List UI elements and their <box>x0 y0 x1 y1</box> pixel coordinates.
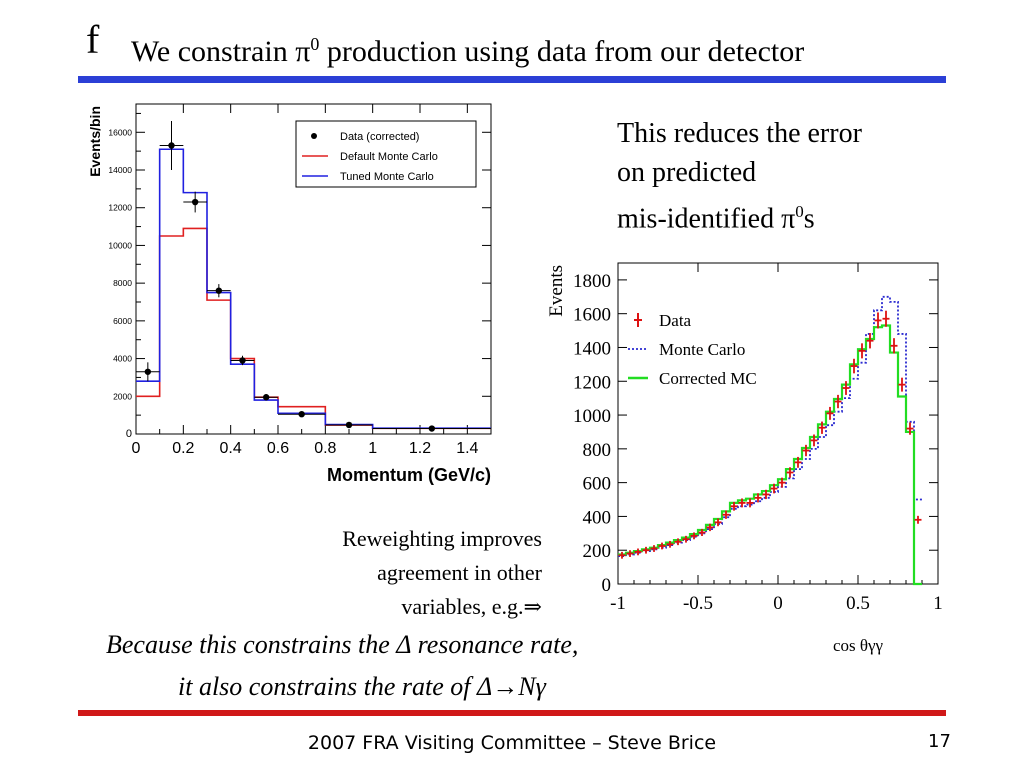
legend-label: Data (corrected) <box>340 131 419 143</box>
y-tick-label: 8000 <box>113 278 132 288</box>
y-tick-label: 4000 <box>113 354 132 364</box>
data-point <box>262 394 270 401</box>
data-point <box>345 421 353 429</box>
conclusion-line-2: it also constrains the rate of Δ→Nγ <box>178 672 546 701</box>
x-tick-label: 1.4 <box>456 440 478 457</box>
cos-theta-histogram: -1 -0.5 0 0.5 1 0 200 400 600 800 1000 1200 1400 1600… <box>546 262 943 655</box>
data-point <box>428 425 436 432</box>
mc-step-line <box>136 148 491 429</box>
y-tick-label: 1000 <box>573 406 611 427</box>
y-tick-label: 0 <box>602 575 612 596</box>
legend-label: Default Monte Carlo <box>340 151 438 163</box>
momentum-histogram: 0 0.2 0.4 0.6 0.8 1 1.2 1.4 2000 4000 6000 8000 1000… <box>87 103 492 485</box>
legend-label: Tuned Monte Carlo <box>340 171 434 183</box>
y-tick-label: 1800 <box>573 271 611 292</box>
y-tick-label: 6000 <box>113 316 132 326</box>
reweighting-note: Reweighting improves agreement in other … <box>342 526 542 619</box>
top-rule <box>78 76 946 83</box>
x-tick-label: -0.5 <box>683 593 713 614</box>
x-axis-label: Momentum (GeV/c) <box>327 465 491 485</box>
page-number: 17 <box>928 731 951 752</box>
x-tick-label: 0.2 <box>172 440 194 457</box>
y-tick-label: 800 <box>583 440 612 461</box>
x-tick-label: -1 <box>610 593 626 614</box>
monte-carlo-line <box>618 295 922 558</box>
error-note: This reduces the error on predicted mis-… <box>617 118 862 235</box>
y-tick-label: 14000 <box>108 165 132 175</box>
x-tick-label: 0 <box>773 593 783 614</box>
legend-label: Monte Carlo <box>659 340 745 359</box>
x-tick-label: 1 <box>368 440 377 457</box>
data-point <box>298 411 305 418</box>
x-tick-label: 1.2 <box>409 440 431 457</box>
y-tick-label: 0 <box>126 428 132 440</box>
data-point <box>215 287 223 294</box>
x-tick-label: 0.8 <box>314 440 336 457</box>
x-tick-label: 0 <box>132 440 141 457</box>
x-tick-label: 0.6 <box>267 440 289 457</box>
y-axis-label: Events <box>546 265 567 317</box>
legend-label: Corrected MC <box>659 369 757 388</box>
x-tick-label: 0.5 <box>846 593 870 614</box>
data-point <box>239 357 246 364</box>
y-tick-label: 16000 <box>108 127 132 137</box>
y-tick-label: 1200 <box>573 372 611 393</box>
y-tick-label: 12000 <box>108 203 132 213</box>
slide-title: We constrain π0 production using data fr… <box>131 34 805 68</box>
y-axis-label: Events/bin <box>87 106 103 177</box>
y-tick-label: 400 <box>583 507 612 528</box>
legend-label: Data <box>659 311 692 330</box>
conclusion-line-1: Because this constrains the Δ resonance … <box>106 630 579 659</box>
footer: 2007 FRA Visiting Committee – Steve Bric… <box>307 732 717 754</box>
y-tick-label: 1400 <box>573 338 611 359</box>
y-tick-label: 600 <box>583 474 612 495</box>
y-tick-label: 10000 <box>108 240 132 250</box>
logo: f <box>86 17 100 62</box>
bottom-rule <box>78 710 946 716</box>
x-tick-label: 1 <box>933 593 943 614</box>
y-tick-label: 200 <box>583 541 612 562</box>
data-point <box>191 198 199 206</box>
data-point <box>144 368 152 375</box>
y-tick-label: 2000 <box>113 391 132 401</box>
x-tick-label: 0.4 <box>220 440 242 457</box>
x-axis-label: cos θγγ <box>833 636 884 655</box>
plot-frame <box>135 103 492 435</box>
mc-step-line <box>136 227 491 430</box>
legend-marker <box>311 133 317 139</box>
data-point <box>168 142 175 149</box>
y-tick-label: 1600 <box>573 305 611 326</box>
